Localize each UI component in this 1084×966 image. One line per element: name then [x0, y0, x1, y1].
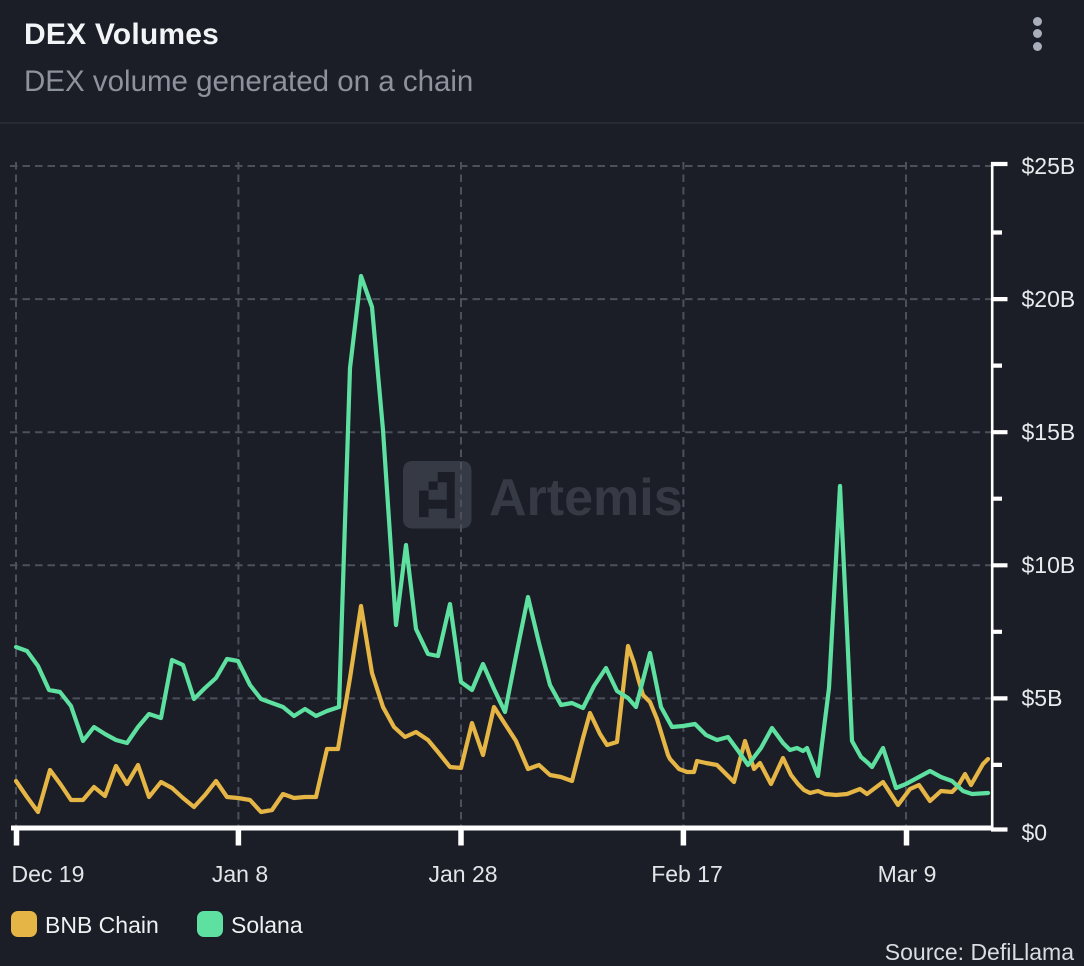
svg-text:$0: $0 — [1022, 820, 1048, 846]
svg-text:$20B: $20B — [1022, 286, 1076, 312]
svg-text:Feb 17: Feb 17 — [651, 861, 723, 887]
svg-text:$25B: $25B — [1022, 153, 1076, 179]
svg-text:Jan 8: Jan 8 — [212, 861, 268, 887]
svg-text:$15B: $15B — [1022, 419, 1076, 445]
svg-text:Jan 28: Jan 28 — [428, 861, 497, 887]
svg-text:Artemis: Artemis — [489, 469, 683, 527]
svg-text:Dec 19: Dec 19 — [12, 861, 85, 887]
svg-text:$5B: $5B — [1022, 685, 1063, 711]
svg-text:$10B: $10B — [1022, 552, 1076, 578]
svg-text:Mar 9: Mar 9 — [878, 861, 937, 887]
